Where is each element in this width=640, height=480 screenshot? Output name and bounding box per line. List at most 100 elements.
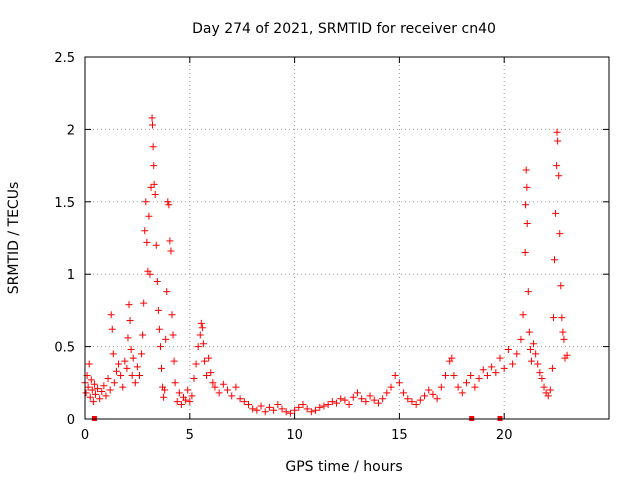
data-point (479, 366, 487, 374)
grid (85, 57, 609, 419)
data-point (253, 406, 261, 414)
axis-ticks (84, 56, 609, 420)
data-point (299, 401, 307, 409)
data-point (155, 325, 163, 333)
data-point (153, 277, 161, 285)
data-point (320, 402, 328, 410)
data-point (553, 162, 561, 170)
data-point (257, 402, 265, 410)
data-point (173, 398, 181, 406)
data-point (400, 389, 408, 397)
data-point (138, 350, 146, 358)
data-point (527, 357, 535, 365)
data-point (170, 357, 178, 365)
data-point (374, 399, 382, 407)
data-point (90, 380, 98, 388)
data-point (146, 270, 154, 278)
data-point (349, 393, 357, 401)
data-point (160, 393, 168, 401)
data-point (366, 392, 374, 400)
data-point (524, 288, 532, 296)
data-point (553, 128, 561, 136)
data-point (240, 398, 248, 406)
data-point (341, 396, 349, 404)
data-point (488, 363, 496, 371)
data-point (152, 241, 160, 249)
data-point (328, 398, 336, 406)
data-point (205, 354, 213, 362)
data-point (184, 386, 192, 394)
data-point (164, 198, 172, 206)
data-point (135, 372, 143, 380)
data-point (500, 364, 508, 372)
data-point (442, 372, 450, 380)
data-point (391, 372, 399, 380)
data-point (124, 334, 132, 342)
data-point (462, 379, 470, 387)
data-point (190, 374, 198, 382)
data-point (549, 314, 557, 322)
data-point (282, 408, 290, 416)
data-point (526, 345, 534, 353)
data-point (546, 386, 554, 394)
data-point (96, 395, 104, 403)
data-point (102, 392, 110, 400)
data-point (448, 354, 456, 362)
data-point (362, 398, 370, 406)
data-point (154, 306, 162, 314)
x-axis-label: GPS time / hours (285, 459, 402, 475)
data-point (126, 317, 134, 325)
data-point (158, 364, 166, 372)
data-point (404, 395, 412, 403)
data-point (333, 399, 341, 407)
y-tick-label: 0 (67, 413, 75, 428)
data-point (450, 372, 458, 380)
data-point (182, 396, 190, 404)
data-point (168, 311, 176, 319)
data-point (475, 374, 483, 382)
data-point (261, 408, 269, 416)
data-point (166, 237, 174, 245)
data-point (228, 392, 236, 400)
data-point (169, 331, 177, 339)
data-point (519, 311, 527, 319)
data-point (145, 212, 153, 220)
data-point (395, 379, 403, 387)
data-point (559, 328, 567, 336)
data-point (552, 209, 560, 217)
data-point (416, 396, 424, 404)
data-point (523, 183, 531, 191)
data-point (167, 247, 175, 255)
data-point (121, 357, 129, 365)
data-point (192, 360, 200, 368)
data-point (151, 191, 159, 199)
data-point (129, 354, 137, 362)
y-tick-label: 1 (67, 268, 75, 283)
plot-frame (84, 56, 610, 420)
data-point (197, 319, 205, 327)
data-point (89, 398, 97, 406)
data-point (133, 363, 141, 371)
data-point (324, 401, 332, 409)
data-point (563, 351, 571, 359)
data-point (525, 328, 533, 336)
data-point (523, 220, 531, 228)
data-point (175, 389, 183, 397)
data-point (199, 340, 207, 348)
data-point (421, 392, 429, 400)
data-point (203, 372, 211, 380)
y-tick-label: 1.5 (54, 196, 75, 211)
data-point (232, 383, 240, 391)
data-point (353, 389, 361, 397)
data-point (188, 392, 196, 400)
data-point (492, 369, 500, 377)
data-point (215, 389, 223, 397)
data-point (141, 227, 149, 235)
data-point (85, 360, 93, 368)
data-point (107, 311, 115, 319)
data-point (522, 166, 530, 174)
data-point (148, 114, 156, 122)
x-tick-label: 0 (81, 428, 89, 443)
data-point (554, 137, 562, 145)
data-point (433, 395, 441, 403)
